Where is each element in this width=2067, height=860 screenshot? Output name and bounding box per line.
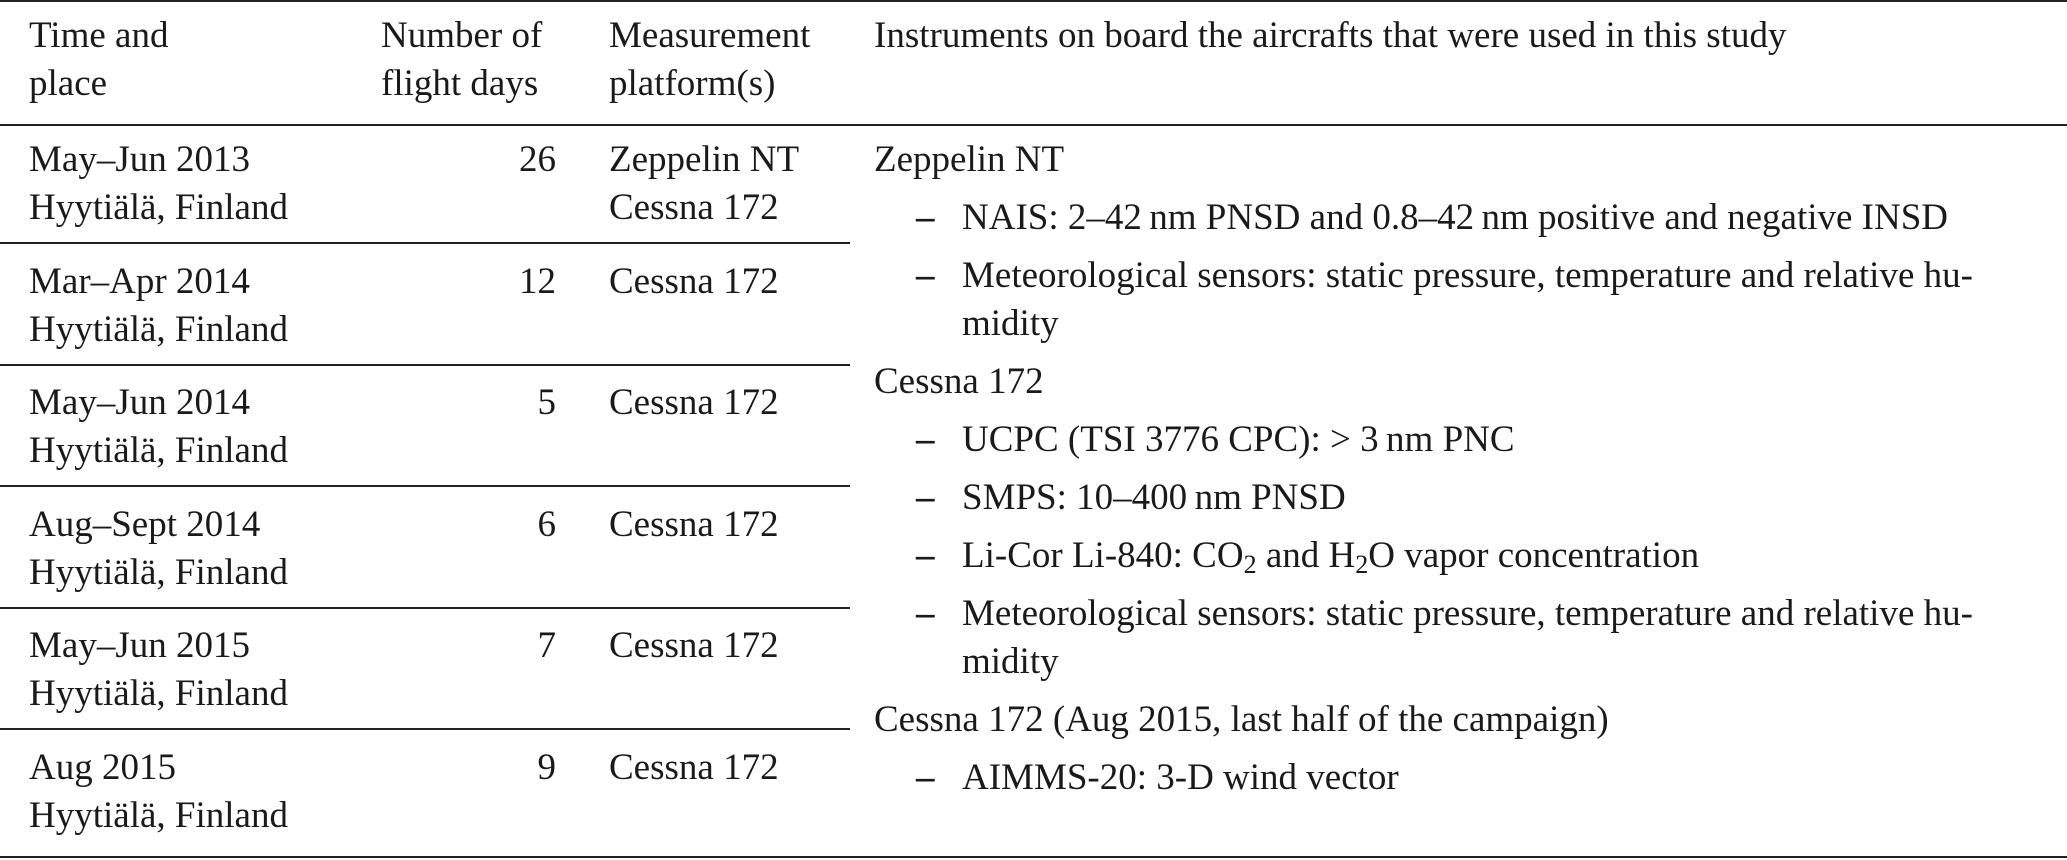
header-cell: Number of flight days [381,15,543,104]
top-rule [0,0,2067,2]
instrument-item: – AIMMS-20: 3-D wind vector [874,754,2044,802]
instrument-item: – UCPC (TSI 3776 CPC): > 3 nm PNC [874,416,2044,464]
item-text: O vapor concentration [1368,535,1700,576]
platform: Zeppelin NT [609,139,800,180]
row-rule [0,364,850,366]
flight-days: 5 [537,382,557,423]
platform-heading: Cessna 172 [874,361,1044,402]
item-text: and H [1256,535,1356,576]
item-text: SMPS: 10–400 nm PNSD [962,477,1346,518]
subscript: 2 [1355,550,1369,579]
flight-days: 12 [519,260,556,302]
row-rule [0,607,850,609]
time: May–Jun 2015 [29,625,250,666]
place: Hyytiälä, Finland [29,673,288,714]
place: Hyytiälä, Finland [29,308,288,350]
item-text: UCPC (TSI 3776 CPC): > 3 nm PNC [962,419,1515,460]
bullet-dash: – [916,535,935,576]
bullet-dash: – [916,757,935,798]
time: Mar–Apr 2014 [29,260,250,302]
platform-heading: Zeppelin NT [874,139,1065,180]
header-cell: Measurement platform(s) [609,15,811,104]
bullet-dash: – [916,255,935,296]
item-text: Meteorological sensors: static pressure,… [962,255,1973,344]
item-text: Li-Cor Li-840: CO [962,535,1244,576]
header-cell: Instruments on board the aircrafts that … [874,15,1787,56]
bullet-dash: – [916,477,935,518]
platform: Cessna 172 [609,260,779,302]
place: Hyytiälä, Finland [29,430,288,471]
header-cell: Time and place [29,15,169,104]
row-rule [0,485,850,487]
item-text: Meteorological sensors: static pressure,… [962,593,1973,682]
bullet-dash: – [916,419,935,460]
row-rule [0,242,850,244]
flight-days: 7 [537,625,557,666]
subscript: 2 [1243,550,1257,579]
instrument-item: – SMPS: 10–400 nm PNSD [874,474,2044,522]
instruments: Zeppelin NT – NAIS: 2–42 nm PNSD and 0.8–4… [874,136,2044,812]
platform: Cessna 172 [609,746,779,788]
time: May–Jun 2014 [29,382,250,423]
time: Aug 2015 [29,746,176,788]
place: Hyytiälä, Finland [29,794,288,836]
platform: Cessna 172 [609,187,779,228]
platform: Cessna 172 [609,382,779,423]
instrument-item: – NAIS: 2–42 nm PNSD and 0.8–42 nm positi… [874,194,2044,242]
item-text: AIMMS-20: 3-D wind vector [962,757,1399,798]
row-rule [0,728,850,730]
flight-days: 6 [537,503,557,545]
instrument-item: – Meteorological sensors: static pressure… [874,590,2044,686]
platform: Cessna 172 [609,625,779,666]
bullet-dash: – [916,197,935,238]
instrument-item: – Meteorological sensors: static pressure… [874,252,2044,348]
platform: Cessna 172 [609,503,779,545]
place: Hyytiälä, Finland [29,551,288,593]
flight-days: 26 [519,139,556,180]
instrument-item: – Li-Cor Li-840: CO2 and H2O vapor concen… [874,532,2044,580]
header-rule [0,124,2067,126]
time: Aug–Sept 2014 [29,503,261,545]
item-text: NAIS: 2–42 nm PNSD and 0.8–42 nm positiv… [962,197,1949,238]
time: May–Jun 2013 [29,139,250,180]
place: Hyytiälä, Finland [29,187,288,228]
platform-heading: Cessna 172 (Aug 2015, last half of the c… [874,699,1609,740]
bullet-dash: – [916,593,935,634]
bottom-rule [0,856,2067,858]
flight-days: 9 [537,746,557,788]
